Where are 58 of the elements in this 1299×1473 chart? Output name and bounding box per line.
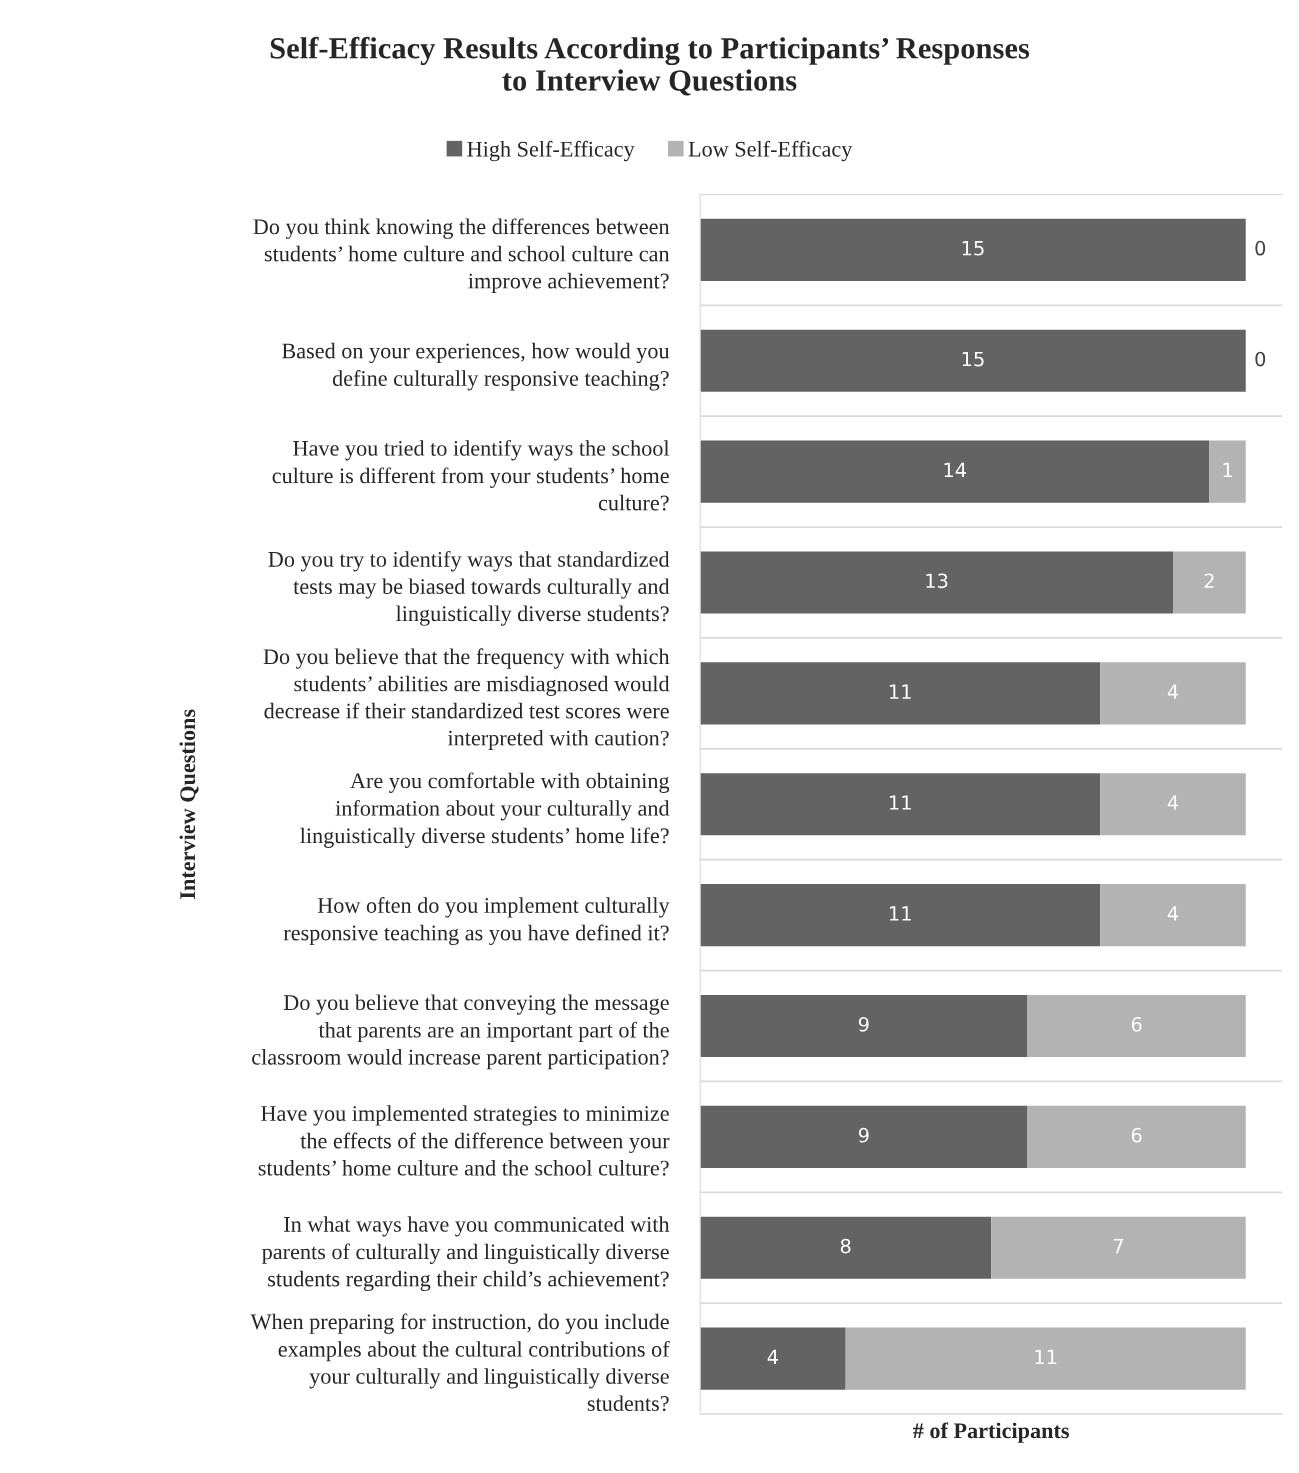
- legend-label: Low Self-Efficacy: [688, 140, 853, 162]
- y-axis-title: Interview Questions: [179, 709, 199, 899]
- data-label: 9: [858, 1127, 869, 1143]
- bar: [845, 1327, 1246, 1390]
- data-label: 14: [944, 462, 967, 477]
- data-label: 1: [1223, 462, 1232, 477]
- data-label: 4: [767, 1349, 778, 1365]
- x-axis-title: # of Participants: [913, 1422, 1069, 1443]
- data-label: 13: [926, 573, 948, 589]
- bar: [700, 551, 1173, 614]
- data-label: 9: [858, 1016, 869, 1032]
- bar: [700, 884, 1101, 947]
- data-label: 4: [1167, 684, 1179, 699]
- bar: [1173, 551, 1246, 614]
- bar: [1100, 662, 1246, 725]
- data-label: 6: [1131, 1016, 1142, 1032]
- y-tick-label: Have you implemented strategies to minimize the effects of the difference between your students’ home culture and the school culture?: [258, 1105, 670, 1176]
- y-tick-label: Based on your experiences, how would you define culturally responsive teaching?: [282, 342, 670, 391]
- bar: [1027, 1105, 1246, 1168]
- y-tick-label: Do you believe that conveying the message that parents are an important part of the classroom would increase parent participation?: [252, 994, 669, 1070]
- y-tick-label: Do you think knowing the differences between students’ home culture and school culture can improve achievement?: [253, 218, 670, 294]
- data-label: 15: [962, 351, 984, 367]
- y-tick-label: Do you believe that the frequency with which students’ abilities are misdiagnosed would decrease if their standardized test scores were interpreted with caution?: [263, 648, 670, 751]
- data-label: 6: [1131, 1127, 1142, 1143]
- data-label: 0: [1255, 351, 1266, 367]
- y-tick-label: When preparing for instruction, do you include examples about the cultural contributions of your culturally and linguistically diverse students?: [250, 1313, 670, 1412]
- y-tick-label: Do you try to identify ways that standardized tests may be biased towards culturally and linguistically diverse students?: [268, 551, 670, 626]
- bar: [700, 773, 1101, 836]
- bar: [1100, 884, 1246, 947]
- legend-label: High Self-Efficacy: [467, 140, 635, 162]
- data-label: 11: [1035, 1349, 1057, 1365]
- bar: [700, 1216, 992, 1279]
- bar: [700, 994, 1028, 1058]
- bar: [700, 329, 1246, 392]
- bar: [700, 662, 1101, 725]
- data-label: 4: [1167, 906, 1179, 921]
- y-tick-label: In what ways have you communicated with parents of culturally and linguistically diverse students regarding their child’s achievement?: [262, 1216, 670, 1292]
- y-tick-label: Are you comfortable with obtaining information about your culturally and linguistically diverse students’ home life?: [300, 772, 670, 848]
- bar: [700, 1105, 1028, 1168]
- bar: [1209, 440, 1246, 503]
- bar: [700, 1327, 846, 1390]
- y-tick-label: Have you tried to identify ways the school culture is different from your students’ home culture?: [272, 439, 670, 511]
- y-tick-label: How often do you implement culturally responsive teaching as you have defined it?: [283, 897, 670, 946]
- bar: [1027, 994, 1246, 1058]
- data-label: 0: [1255, 240, 1266, 256]
- data-label: 4: [1167, 795, 1179, 810]
- chart-title: Self-Efficacy Results According to Participants’ Responses to Interview Questions: [270, 36, 1030, 96]
- data-label: 8: [840, 1238, 851, 1254]
- bar: [700, 218, 1246, 281]
- data-label: 2: [1204, 573, 1214, 588]
- data-label: 7: [1113, 1238, 1123, 1254]
- bar: [1100, 773, 1246, 836]
- data-label: 11: [889, 795, 911, 810]
- data-label: 11: [889, 684, 911, 699]
- bar: [700, 440, 1210, 503]
- bar: [991, 1216, 1246, 1279]
- data-label: 15: [962, 241, 984, 256]
- data-label: 11: [889, 906, 911, 921]
